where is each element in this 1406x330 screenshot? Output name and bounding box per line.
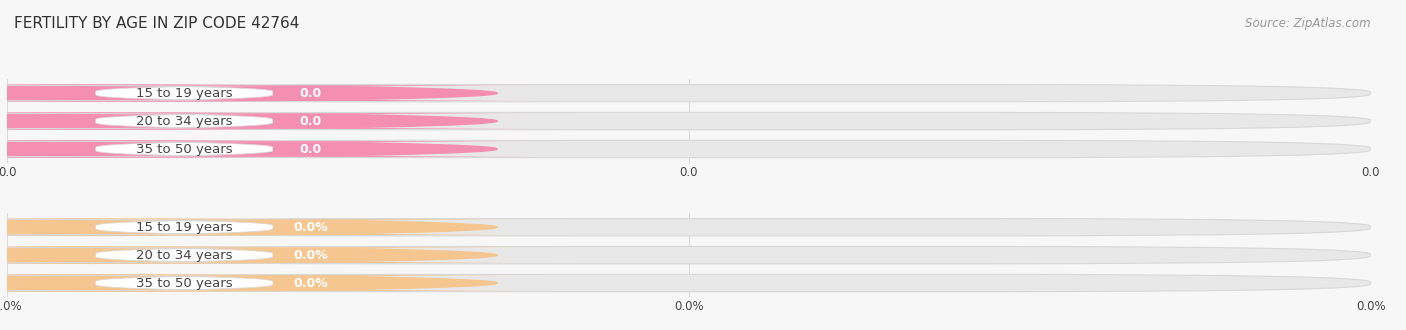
Text: FERTILITY BY AGE IN ZIP CODE 42764: FERTILITY BY AGE IN ZIP CODE 42764 (14, 16, 299, 31)
Text: 20 to 34 years: 20 to 34 years (136, 248, 232, 262)
FancyBboxPatch shape (7, 274, 1371, 292)
Text: 35 to 50 years: 35 to 50 years (136, 143, 232, 155)
Text: 0.0: 0.0 (299, 143, 322, 155)
FancyBboxPatch shape (0, 247, 395, 263)
FancyBboxPatch shape (48, 113, 574, 129)
FancyBboxPatch shape (0, 219, 395, 235)
Circle shape (0, 275, 498, 291)
Text: 0.0: 0.0 (299, 87, 322, 100)
FancyBboxPatch shape (7, 113, 1371, 130)
Circle shape (0, 141, 498, 157)
Text: 20 to 34 years: 20 to 34 years (136, 115, 232, 128)
FancyBboxPatch shape (48, 219, 574, 235)
FancyBboxPatch shape (48, 85, 574, 101)
FancyBboxPatch shape (0, 275, 395, 291)
FancyBboxPatch shape (7, 218, 1371, 236)
FancyBboxPatch shape (0, 113, 395, 129)
Text: 0.0%: 0.0% (292, 248, 328, 262)
FancyBboxPatch shape (48, 247, 574, 263)
Circle shape (0, 219, 498, 235)
FancyBboxPatch shape (0, 85, 395, 101)
Text: 0.0: 0.0 (299, 115, 322, 128)
Text: Source: ZipAtlas.com: Source: ZipAtlas.com (1246, 16, 1371, 29)
FancyBboxPatch shape (7, 247, 1371, 264)
FancyBboxPatch shape (7, 84, 1371, 102)
Circle shape (0, 113, 498, 129)
Circle shape (0, 247, 498, 263)
Circle shape (0, 85, 498, 101)
FancyBboxPatch shape (0, 141, 395, 157)
FancyBboxPatch shape (7, 140, 1371, 158)
Text: 35 to 50 years: 35 to 50 years (136, 277, 232, 289)
FancyBboxPatch shape (48, 275, 574, 291)
Text: 0.0%: 0.0% (292, 221, 328, 234)
Text: 0.0%: 0.0% (292, 277, 328, 289)
FancyBboxPatch shape (48, 141, 574, 157)
Text: 15 to 19 years: 15 to 19 years (136, 221, 232, 234)
Text: 15 to 19 years: 15 to 19 years (136, 87, 232, 100)
